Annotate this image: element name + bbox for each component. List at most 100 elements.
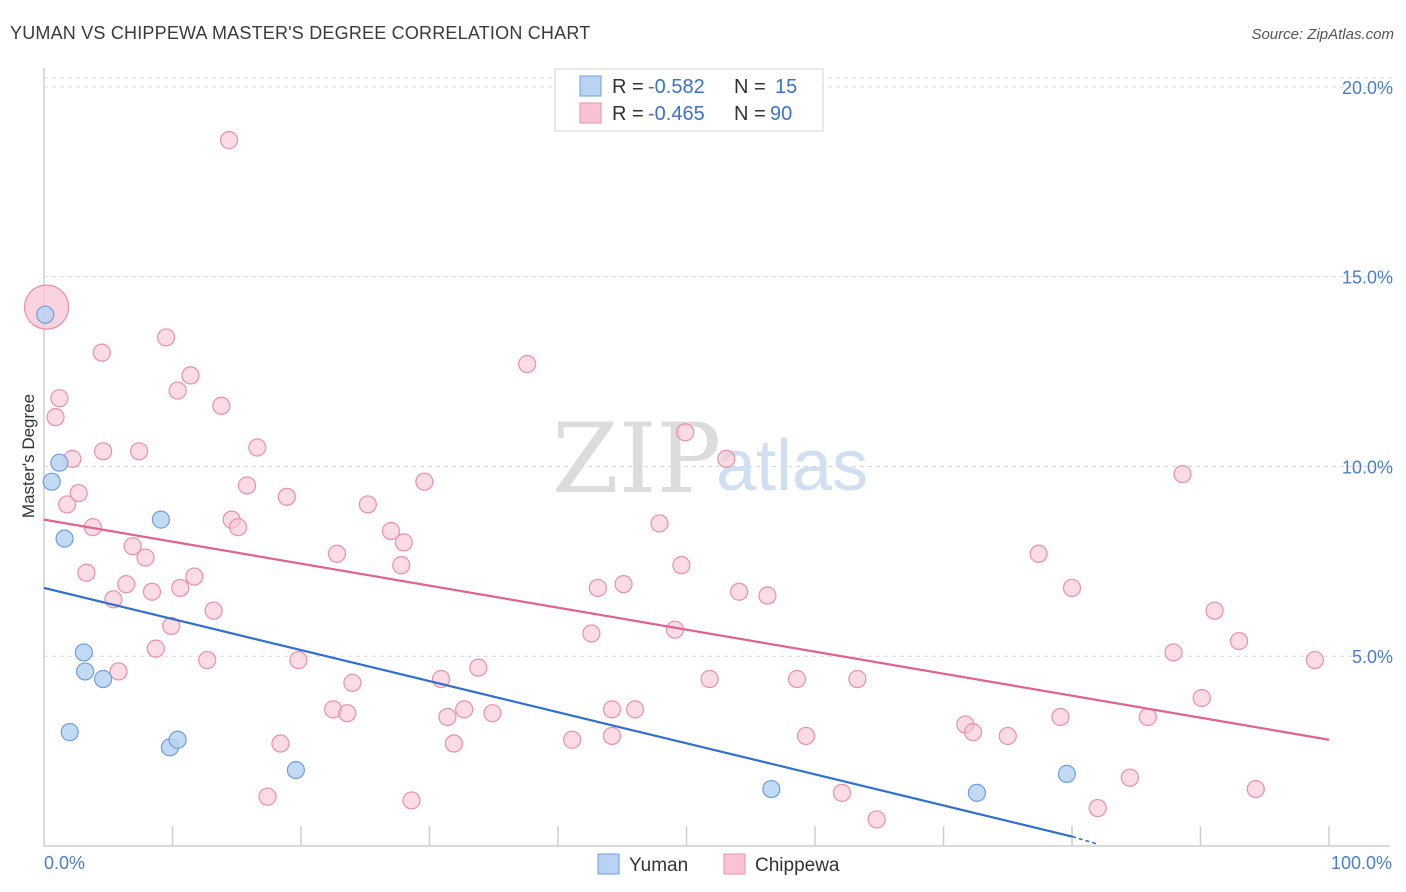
yuman-point	[74, 643, 93, 662]
y-tick-label: 15.0%	[1342, 268, 1393, 288]
chippewa-point	[162, 616, 181, 635]
chippewa-point	[46, 408, 65, 427]
yuman-point	[55, 529, 74, 548]
chippewa-point	[1029, 544, 1048, 563]
yuman-trend-line	[43, 586, 1073, 838]
chippewa-point	[381, 521, 401, 541]
yuman-point	[1057, 764, 1076, 783]
chippewa-point	[518, 354, 537, 374]
chippewa-point	[92, 343, 111, 362]
bottom-legend-label-chippewa: Chippewa	[755, 855, 840, 876]
chippewa-trend-line	[43, 518, 1330, 741]
chippewa-point	[602, 726, 622, 746]
bottom-legend-swatch-yuman	[597, 853, 620, 875]
legend-n-label-yuman: N =	[734, 76, 766, 98]
legend-n-value-chippewa: 90	[770, 103, 792, 125]
legend-swatch-yuman	[579, 75, 602, 97]
chart-source: Source: ZipAtlas.com	[1251, 26, 1394, 43]
chippewa-point	[1305, 650, 1324, 670]
x-tick-label-min: 0.0%	[44, 853, 85, 873]
y-tick-labels: 5.0% 10.0% 15.0% 20.0%	[1342, 78, 1393, 667]
chippewa-point	[237, 476, 257, 495]
bottom-legend-label-yuman: Yuman	[629, 855, 688, 876]
chippewa-point	[1246, 779, 1265, 799]
x-tick-marks	[171, 826, 1330, 846]
chippewa-point	[109, 662, 128, 681]
chippewa-point	[455, 700, 474, 719]
chippewa-point	[94, 442, 113, 461]
yuman-point	[36, 305, 55, 324]
chippewa-points	[23, 131, 1324, 829]
chippewa-point	[1164, 643, 1183, 662]
chippewa-point	[787, 669, 807, 689]
watermark-zip: ZIP	[552, 403, 721, 515]
yuman-trend-extension	[1071, 835, 1098, 845]
chippewa-point	[69, 483, 88, 503]
chippewa-point	[1173, 464, 1192, 484]
chippewa-point	[563, 730, 582, 749]
chippewa-point	[614, 575, 633, 594]
chippewa-point	[146, 639, 165, 658]
chippewa-point	[204, 601, 223, 620]
chippewa-point	[717, 449, 736, 468]
chippewa-point	[650, 514, 669, 533]
chippewa-point	[676, 423, 695, 442]
chippewa-point	[392, 556, 411, 575]
chippewa-point	[327, 544, 347, 563]
chippewa-point	[758, 586, 777, 605]
chippewa-point	[1138, 707, 1157, 727]
chippewa-point	[50, 389, 69, 408]
chippewa-point	[415, 472, 434, 491]
chippewa-point	[444, 734, 464, 753]
chippewa-point	[1088, 798, 1107, 818]
chippewa-point	[271, 734, 290, 753]
stats-legend: R = -0.582 N = 15 R = -0.465 N = 90	[554, 68, 824, 132]
chippewa-point	[171, 578, 190, 598]
chippewa-point	[963, 723, 983, 742]
chippewa-point	[438, 707, 457, 727]
y-axis-label: Master's Degree	[19, 394, 38, 518]
chippewa-point	[258, 787, 277, 806]
yuman-point	[151, 510, 171, 529]
legend-swatch-chippewa	[579, 102, 602, 124]
chippewa-point	[1229, 631, 1249, 651]
yuman-point	[60, 723, 79, 742]
yuman-point	[168, 730, 187, 749]
chippewa-point	[142, 582, 162, 601]
y-tick-label: 5.0%	[1352, 647, 1393, 667]
yuman-point	[286, 760, 305, 780]
chippewa-point	[117, 575, 136, 594]
gridlines	[44, 77, 1392, 657]
chippewa-point	[848, 669, 867, 689]
chippewa-point	[1192, 688, 1211, 708]
chippewa-point	[1205, 601, 1224, 620]
legend-r-label-chippewa: R =	[612, 103, 644, 125]
chippewa-point	[602, 700, 622, 719]
chippewa-point	[998, 726, 1017, 746]
yuman-point	[76, 662, 95, 681]
chippewa-point	[867, 810, 886, 829]
chippewa-point	[402, 791, 421, 810]
chippewa-point	[181, 366, 200, 385]
legend-n-value-yuman: 15	[775, 76, 797, 98]
chippewa-point	[212, 396, 231, 415]
chippewa-point	[358, 495, 377, 514]
trend-lines	[43, 518, 1330, 845]
chippewa-point	[1062, 578, 1082, 598]
legend-r-label-yuman: R =	[612, 76, 644, 98]
chippewa-point	[219, 131, 239, 150]
chippewa-point	[228, 518, 248, 537]
yuman-point	[50, 453, 69, 472]
chippewa-point	[582, 624, 601, 643]
yuman-points	[36, 305, 1076, 802]
chippewa-point	[338, 704, 357, 723]
chippewa-point	[58, 495, 77, 514]
chippewa-point	[156, 328, 176, 347]
chippewa-point	[185, 567, 204, 586]
chippewa-point	[123, 537, 142, 556]
yuman-point	[94, 669, 113, 689]
chippewa-point	[77, 563, 96, 582]
chippewa-point	[343, 673, 362, 692]
chippewa-point	[136, 548, 155, 567]
